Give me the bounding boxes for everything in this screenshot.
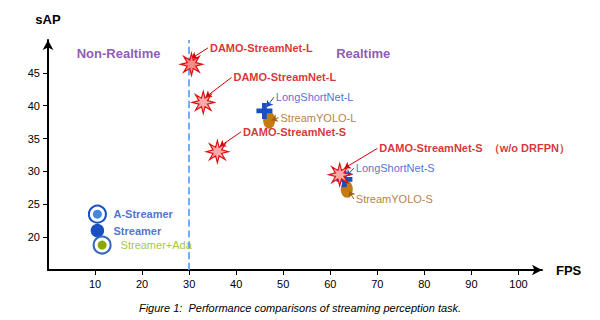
- svg-text:80: 80: [418, 278, 430, 290]
- svg-text:10: 10: [89, 278, 101, 290]
- svg-text:A-Streamer: A-Streamer: [114, 208, 174, 220]
- svg-text:25: 25: [28, 198, 40, 210]
- svg-text:Non-Realtime: Non-Realtime: [77, 46, 161, 61]
- svg-text:60: 60: [324, 278, 336, 290]
- svg-text:Figure 1: Performance compari: Figure 1: Performance comparisons of str…: [139, 302, 461, 314]
- svg-text:DAMO-StreamNet-S: DAMO-StreamNet-S: [243, 126, 346, 138]
- svg-text:Streamer+Ada: Streamer+Ada: [121, 239, 193, 251]
- svg-text:30: 30: [28, 165, 40, 177]
- svg-text:20: 20: [28, 231, 40, 243]
- svg-text:100: 100: [509, 278, 527, 290]
- svg-text:35: 35: [28, 133, 40, 145]
- svg-text:DAMO-StreamNet-S （w/o DRFPN）: DAMO-StreamNet-S （w/o DRFPN）: [379, 142, 570, 155]
- svg-text:DAMO-StreamNet-L: DAMO-StreamNet-L: [233, 71, 336, 83]
- svg-text:40: 40: [28, 100, 40, 112]
- svg-text:LongShortNet-S: LongShortNet-S: [356, 162, 435, 174]
- svg-text:20: 20: [136, 278, 148, 290]
- svg-text:DAMO-StreamNet-L: DAMO-StreamNet-L: [210, 42, 313, 54]
- svg-text:90: 90: [465, 278, 477, 290]
- svg-text:StreamYOLO-S: StreamYOLO-S: [356, 193, 433, 205]
- svg-text:FPS: FPS: [556, 263, 582, 278]
- svg-text:StreamYOLO-L: StreamYOLO-L: [281, 112, 357, 124]
- svg-text:70: 70: [371, 278, 383, 290]
- svg-text:40: 40: [230, 278, 242, 290]
- svg-text:Streamer: Streamer: [114, 225, 162, 237]
- svg-text:50: 50: [277, 278, 289, 290]
- svg-text:sAP: sAP: [35, 12, 61, 27]
- svg-text:LongShortNet-L: LongShortNet-L: [276, 91, 354, 103]
- svg-text:Realtime: Realtime: [336, 46, 390, 61]
- svg-text:30: 30: [183, 278, 195, 290]
- svg-text:45: 45: [28, 67, 40, 79]
